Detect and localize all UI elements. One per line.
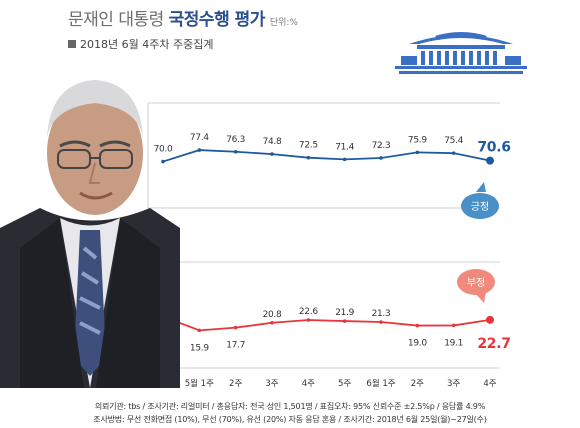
negative-series-line [162,315,491,332]
x-tick-label-9: 4주 [483,379,496,389]
negative-value-label-6: 21.3 [372,309,391,319]
negative-value-label-1: 15.9 [190,343,209,353]
positive-value-label-6: 72.3 [372,141,391,151]
positive-point-1 [197,148,202,152]
negative-point-4 [306,318,311,322]
positive-point-7 [415,150,420,155]
positive-point-8 [451,151,456,155]
negative-value-label-5: 21.9 [335,308,354,318]
x-tick-label-7: 2주 [411,379,424,389]
x-tick-label-2: 2주 [229,379,242,389]
positive-point-6 [379,156,383,160]
chart-title: 문재인 대통령 국정수행 평가 단위:% [68,10,298,30]
negative-point-7 [415,323,420,328]
footnote-line-1: 의뢰기관: tbs / 조사기관: 리얼미터 / 총응답자: 전국 성인 1,5… [94,402,486,411]
negative-point-6 [379,320,383,324]
positive-value-label-0: 70.0 [154,145,173,155]
negative-value-label-9: 22.7 [477,336,510,352]
negative-point-3 [270,320,274,325]
negative-bubble-tail [474,292,486,303]
negative-point-8 [451,323,456,328]
negative-point-5 [342,319,347,323]
positive-point-3 [270,152,274,156]
negative-value-label-8: 19.1 [444,338,463,348]
positive-point-9 [486,156,494,165]
positive-series-line [162,149,491,163]
footnote-line-2: 조사방법: 무선 전화면접 (10%), 무선 (70%), 유선 (20%) … [93,415,487,424]
president-portrait [0,80,180,388]
negative-legend-label: 부정 [467,277,485,289]
negative-value-label-3: 20.8 [263,310,282,320]
negative-legend-bubble [457,269,495,295]
positive-legend-bubble [461,193,499,219]
negative-value-label-4: 22.6 [299,307,318,317]
x-tick-label-4: 4주 [302,379,315,389]
positive-point-4 [306,155,311,160]
negative-point-9 [486,315,494,324]
negative-value-label-7: 19.0 [408,339,427,349]
positive-point-5 [342,157,347,162]
x-tick-label-8: 3주 [447,379,460,389]
positive-value-label-7: 75.9 [408,135,427,145]
square-bullet-icon [68,40,76,48]
positive-value-label-2: 76.3 [226,135,245,145]
positive-value-label-1: 77.4 [190,133,209,143]
positive-bubble-tail [476,182,486,192]
unit-label: 단위:% [269,18,298,28]
positive-point-2 [233,149,238,154]
positive-value-label-3: 74.8 [263,137,282,147]
header: 문재인 대통령 국정수행 평가 단위:% 2018년 6월 4주차 주중집계 [68,5,298,52]
negative-point-1 [197,328,202,333]
x-tick-label-6: 6월 1주 [366,378,395,389]
positive-point-0 [161,159,165,164]
chart-subtitle: 2018년 6월 4주차 주중집계 [68,36,298,52]
x-tick-label-1: 5월 1주 [185,378,214,389]
positive-value-label-8: 75.4 [444,136,463,146]
negative-value-label-2: 17.7 [226,341,245,351]
positive-value-label-5: 71.4 [335,142,354,152]
survey-footnote: 의뢰기관: tbs / 조사기관: 리얼미터 / 총응답자: 전국 성인 1,5… [0,400,580,426]
positive-value-label-9: 70.6 [477,140,510,156]
negative-point-2 [233,325,238,330]
x-tick-label-5: 5주 [338,379,351,389]
positive-legend-label: 긍정 [471,201,489,213]
x-tick-label-3: 3주 [265,379,278,389]
blue-house-icon [395,32,527,74]
positive-value-label-4: 72.5 [299,141,318,151]
